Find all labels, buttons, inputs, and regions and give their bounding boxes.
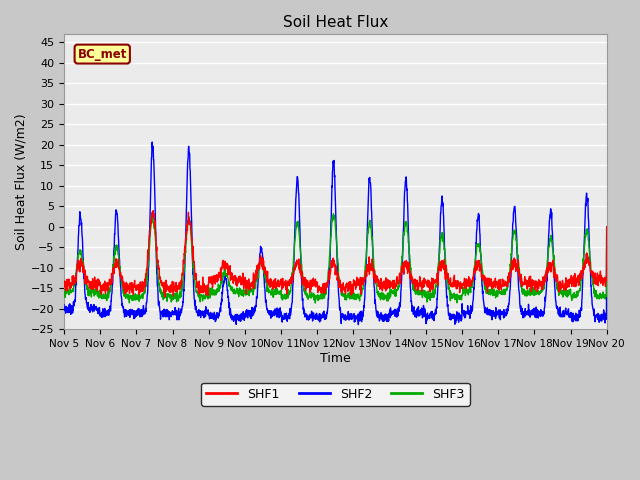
SHF1 <box>493 281 501 287</box>
SHF1 <box>570 278 578 284</box>
SHF1 <box>60 285 68 291</box>
SHF1 <box>161 294 169 300</box>
X-axis label: Time: Time <box>320 352 351 365</box>
Text: BC_met: BC_met <box>77 48 127 60</box>
SHF2 <box>570 313 578 319</box>
Line: SHF3: SHF3 <box>64 213 607 303</box>
SHF3 <box>603 224 611 229</box>
SHF1 <box>351 280 359 286</box>
Legend: SHF1, SHF2, SHF3: SHF1, SHF2, SHF3 <box>201 383 470 406</box>
SHF2 <box>556 306 563 312</box>
SHF1 <box>603 224 611 229</box>
SHF2 <box>603 224 611 229</box>
Line: SHF1: SHF1 <box>64 211 607 297</box>
SHF2 <box>493 309 501 314</box>
SHF3 <box>556 291 563 297</box>
SHF2 <box>60 302 68 308</box>
SHF3 <box>570 290 578 296</box>
SHF1 <box>364 263 371 268</box>
SHF3 <box>212 287 220 293</box>
SHF1 <box>556 283 563 289</box>
SHF2 <box>351 316 359 322</box>
SHF3 <box>493 290 501 296</box>
Title: Soil Heat Flux: Soil Heat Flux <box>283 15 388 30</box>
SHF2 <box>355 322 362 327</box>
SHF3 <box>351 296 359 302</box>
SHF1 <box>149 208 157 214</box>
SHF2 <box>212 319 220 324</box>
SHF3 <box>312 300 319 306</box>
Y-axis label: Soil Heat Flux (W/m2): Soil Heat Flux (W/m2) <box>15 113 28 250</box>
SHF3 <box>60 290 68 296</box>
SHF1 <box>212 276 220 282</box>
SHF3 <box>364 238 371 244</box>
Line: SHF2: SHF2 <box>64 142 607 324</box>
SHF2 <box>364 231 371 237</box>
SHF3 <box>149 210 157 216</box>
SHF2 <box>148 139 156 145</box>
